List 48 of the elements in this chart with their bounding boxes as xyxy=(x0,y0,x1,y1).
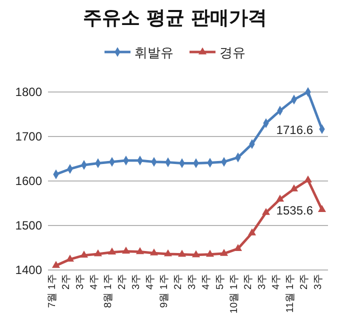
x-tick-label: 2주 xyxy=(299,274,310,290)
x-tick-label: 9월 1주 xyxy=(159,274,170,308)
point xyxy=(52,260,60,268)
y-tick-label: 1500 xyxy=(15,218,42,232)
x-tick-label: 5주 xyxy=(215,274,226,290)
point xyxy=(206,250,214,257)
data-label: 1535.6 xyxy=(276,204,314,218)
point xyxy=(136,247,144,254)
x-tick-label: 10월 1주 xyxy=(229,274,240,314)
x-tick-label: 2주 xyxy=(243,274,254,290)
x-tick-label: 8월 1주 xyxy=(103,274,114,308)
y-tick-label: 1800 xyxy=(15,84,42,99)
chart-title: 주유소 평균 판매가격 xyxy=(82,7,268,29)
point xyxy=(80,250,88,258)
x-tick-label: 3주 xyxy=(257,274,268,290)
y-tick-label: 1600 xyxy=(15,174,42,188)
x-tick-label: 3주 xyxy=(131,274,142,290)
y-tick-label: 1400 xyxy=(15,262,42,277)
point xyxy=(304,175,312,182)
point xyxy=(150,248,158,256)
point xyxy=(178,250,186,257)
x-tick-label: 2주 xyxy=(61,274,72,290)
point xyxy=(276,194,284,202)
x-tick-label: 11월 1주 xyxy=(285,274,296,313)
point xyxy=(262,208,270,215)
x-tick-label: 4주 xyxy=(271,274,282,290)
point xyxy=(318,205,326,212)
y-tick-label: 1700 xyxy=(15,129,42,144)
point xyxy=(164,249,172,256)
x-tick-label: 2주 xyxy=(173,274,184,290)
x-tick-label: 3주 xyxy=(75,274,86,290)
legend-label: 휘발유 xyxy=(134,46,174,61)
x-tick-label: 4주 xyxy=(201,274,212,290)
point xyxy=(122,246,130,254)
point xyxy=(108,248,116,255)
x-tick-label: 4주 xyxy=(145,274,156,290)
legend-label: 경유 xyxy=(220,46,246,61)
x-tick-label: 7월 1주 xyxy=(47,274,58,308)
x-tick-label: 4주 xyxy=(89,274,100,290)
point xyxy=(192,250,200,258)
x-tick-label: 3주 xyxy=(187,274,198,290)
point xyxy=(220,248,228,256)
x-tick-label: 2주 xyxy=(117,274,128,290)
point xyxy=(248,228,256,236)
point xyxy=(94,249,102,256)
data-label: 1716.6 xyxy=(276,123,314,138)
point xyxy=(290,184,298,192)
x-tick-label: 3주 xyxy=(313,274,324,290)
